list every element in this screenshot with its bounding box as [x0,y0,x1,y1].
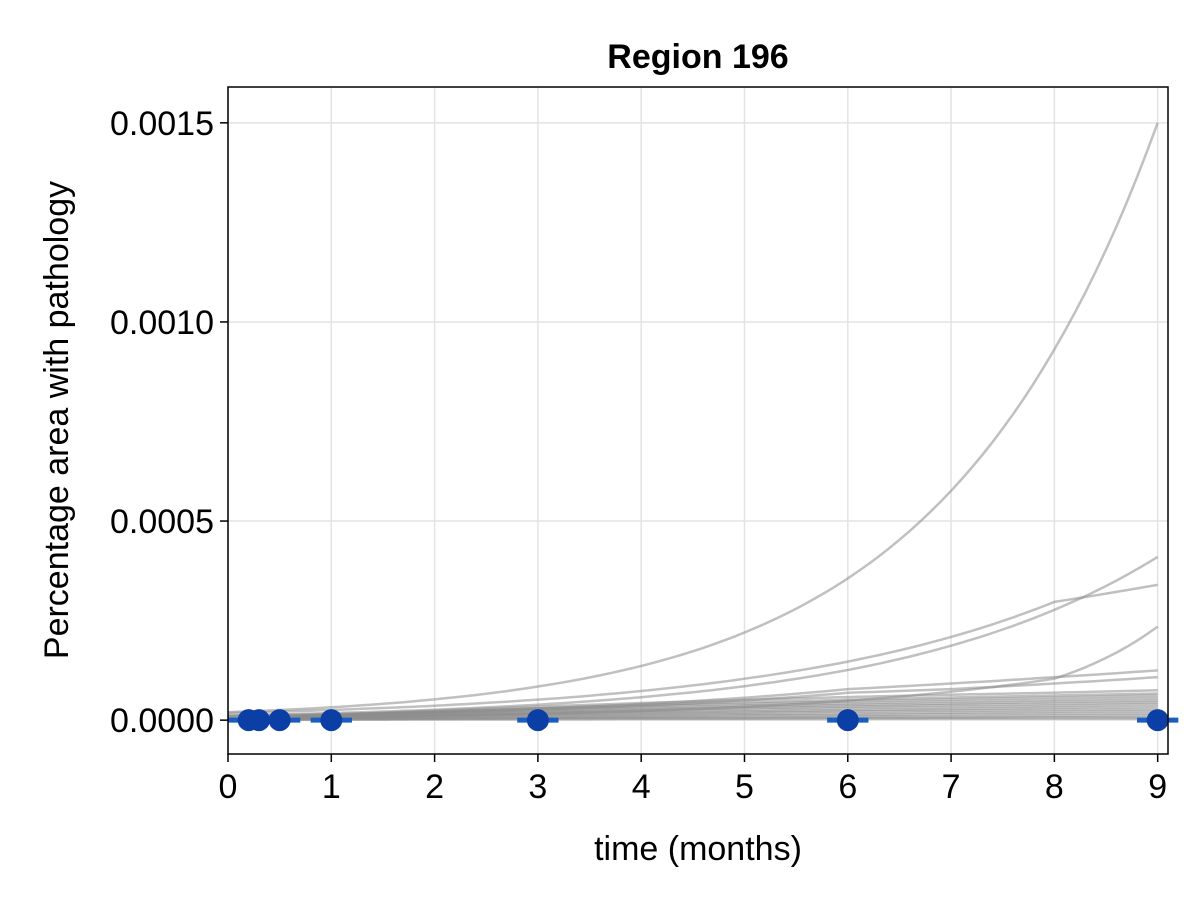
observation-point [247,709,270,732]
simulation-line [227,717,1158,722]
simulation-line [227,583,1158,715]
simulation-line [227,122,1159,714]
x-tick-label: 7 [942,768,961,806]
chart-title: Region 196 [607,38,788,76]
observation-point [526,709,549,732]
y-tick-label: 0.0010 [110,304,214,342]
y-tick-label: 0.0000 [110,702,214,740]
y-tick-label: 0.0005 [110,503,214,541]
plot-frame [227,86,1169,755]
observation-point [1146,709,1169,732]
x-tick-label: 1 [322,768,341,806]
x-tick-label: 3 [528,768,547,806]
y-tick-label: 0.0015 [110,105,214,143]
x-axis-ticks: 0 1 2 3 4 5 6 7 8 9 [219,754,1167,806]
x-tick-label: 8 [1045,768,1064,806]
y-axis-label: Percentage area with pathology [38,181,76,659]
observation-point [320,709,343,732]
x-tick-label: 6 [838,768,857,806]
y-axis-ticks: 0.0000 0.0005 0.0010 0.0015 [110,105,228,740]
x-axis-label: time (months) [594,830,802,868]
simulation-lines [227,122,1159,722]
observation-point [836,709,859,732]
observed-points [228,709,1179,732]
x-tick-label: 9 [1148,768,1167,806]
x-tick-label: 2 [425,768,444,806]
x-tick-label: 5 [735,768,754,806]
observation-point [268,709,291,732]
x-tick-label: 0 [219,768,238,806]
x-tick-label: 4 [632,768,651,806]
